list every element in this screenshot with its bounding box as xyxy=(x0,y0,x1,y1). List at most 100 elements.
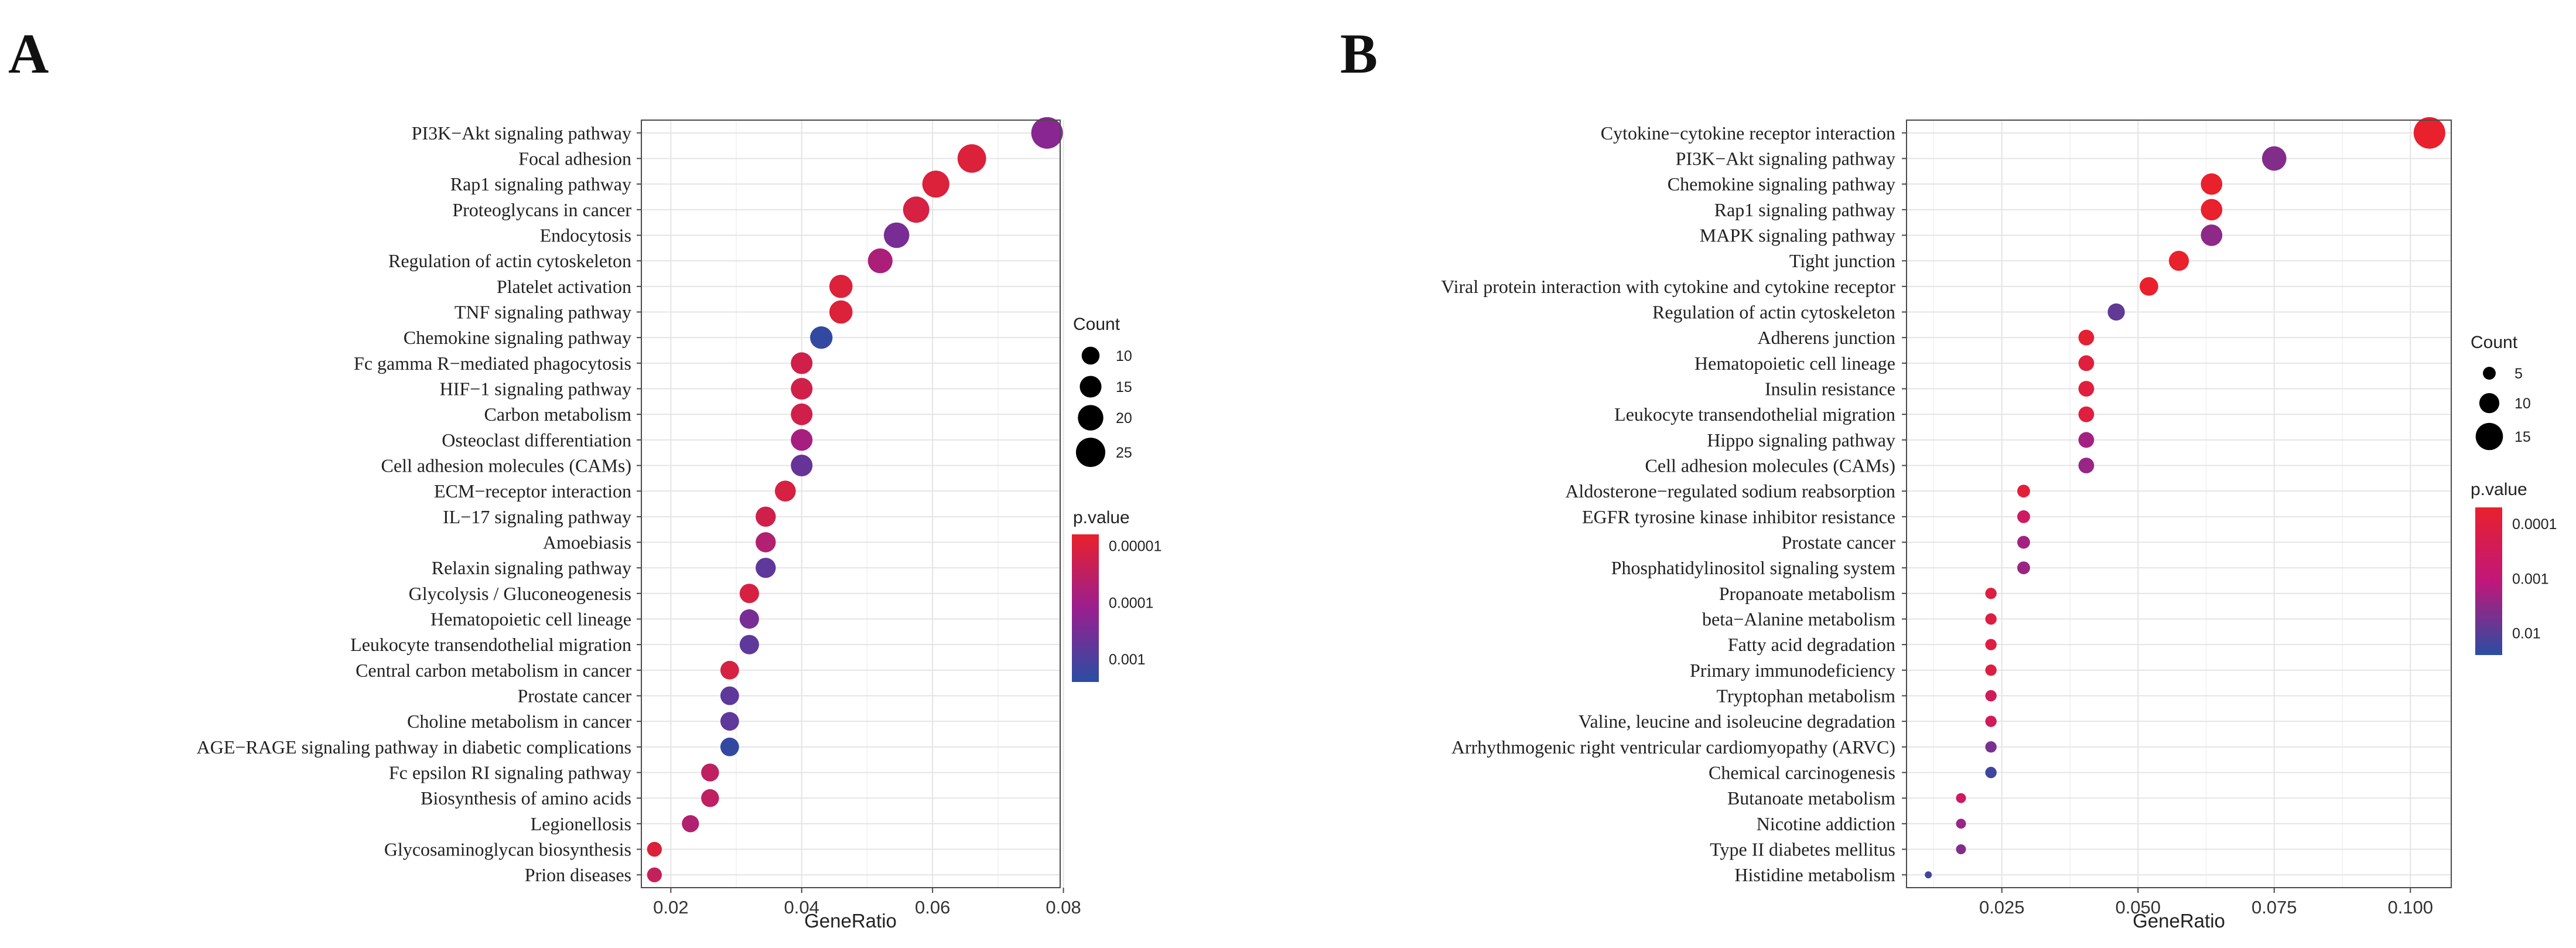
count-legend-dot xyxy=(1078,405,1103,431)
y-category-label: Chemokine signaling pathway xyxy=(404,327,631,348)
panel-b-x-axis-title: GeneRatio xyxy=(2133,910,2225,932)
count-legend-dot xyxy=(1081,346,1100,365)
data-point xyxy=(756,557,776,578)
data-point xyxy=(1956,819,1966,829)
data-point xyxy=(2017,561,2030,575)
y-category-label: Histidine metabolism xyxy=(1734,864,1895,885)
data-point xyxy=(791,429,813,451)
data-point xyxy=(810,326,833,349)
data-point xyxy=(2201,199,2223,221)
colorbar-label: 0.01 xyxy=(2512,626,2541,642)
data-point xyxy=(1985,613,1997,625)
data-point xyxy=(647,841,662,857)
data-point xyxy=(739,609,759,629)
y-category-label: Fc gamma R−mediated phagocytosis xyxy=(354,353,631,374)
count-legend-label: 15 xyxy=(2514,429,2531,445)
data-point xyxy=(739,584,759,603)
panel-b-pvalue-legend-title: p.value xyxy=(2471,480,2527,499)
count-legend-dot xyxy=(2479,393,2500,414)
y-category-label: Regulation of actin cytoskeleton xyxy=(1652,302,1895,323)
data-point xyxy=(791,352,813,374)
y-category-label: Valine, leucine and isoleucine degradati… xyxy=(1579,711,1895,732)
data-point xyxy=(2078,381,2095,397)
data-point xyxy=(2017,536,2030,549)
data-point xyxy=(829,275,853,298)
x-tick-label: 0.025 xyxy=(1979,897,2025,918)
data-point xyxy=(791,377,813,400)
count-legend-label: 15 xyxy=(1116,379,1132,395)
data-point xyxy=(647,867,662,882)
y-category-label: Prostate cancer xyxy=(517,686,631,707)
panel-letter-a: A xyxy=(8,22,49,85)
count-legend-dot xyxy=(2483,367,2496,380)
panel-a-plot-background xyxy=(641,120,1060,888)
data-point xyxy=(2413,117,2445,149)
y-category-label: Leukocyte transendothelial migration xyxy=(350,634,631,655)
y-category-label: Propanoate metabolism xyxy=(1719,583,1895,604)
y-category-label: Central carbon metabolism in cancer xyxy=(356,660,631,681)
x-tick-label: 0.02 xyxy=(653,897,688,918)
count-legend-label: 10 xyxy=(2514,395,2531,412)
y-category-label: Glycolysis / Gluconeogenesis xyxy=(409,583,631,604)
panel-b-colorbar xyxy=(2475,507,2502,655)
data-point xyxy=(2017,510,2030,523)
y-category-label: Amoebiasis xyxy=(543,532,631,553)
y-category-label: Glycosaminoglycan biosynthesis xyxy=(384,839,631,860)
y-category-label: Choline metabolism in cancer xyxy=(407,711,631,732)
colorbar-label: 0.00001 xyxy=(1109,538,1161,554)
data-point xyxy=(1985,588,1997,599)
y-category-label: Tryptophan metabolism xyxy=(1717,686,1896,707)
y-category-label: Osteoclast differentiation xyxy=(442,429,631,451)
y-category-label: Type II diabetes mellitus xyxy=(1710,839,1895,860)
y-category-label: Hippo signaling pathway xyxy=(1707,429,1895,451)
y-category-label: Aldosterone−regulated sodium reabsorptio… xyxy=(1565,480,1895,502)
count-legend-dot xyxy=(1079,376,1102,398)
colorbar-label: 0.0001 xyxy=(1109,595,1153,611)
y-category-label: PI3K−Akt signaling pathway xyxy=(1676,148,1895,169)
data-point xyxy=(774,480,796,502)
data-point xyxy=(883,222,910,248)
data-point xyxy=(2139,277,2158,296)
x-tick-label: 0.04 xyxy=(784,897,819,918)
data-point xyxy=(756,532,776,553)
data-point xyxy=(2078,355,2095,371)
y-category-label: Fc epsilon RI signaling pathway xyxy=(389,762,631,783)
x-tick-label: 0.075 xyxy=(2252,897,2297,918)
panel-b-colorbar-labels: 0.0001 0.001 0.01 xyxy=(2502,516,2557,642)
data-point xyxy=(2078,458,2095,473)
y-category-label: Adherens junction xyxy=(1758,327,1896,348)
y-category-label: ECM−receptor interaction xyxy=(434,480,631,502)
panel-b-x-ticks: 0.025 0.050 0.075 0.100 xyxy=(1979,888,2433,918)
y-category-label: Nicotine addiction xyxy=(1757,813,1895,834)
panel-a-points xyxy=(647,117,1063,882)
y-category-label: MAPK signaling pathway xyxy=(1700,225,1895,246)
y-category-label: Primary immunodeficiency xyxy=(1690,660,1895,681)
y-category-label: Hematopoietic cell lineage xyxy=(431,609,631,630)
data-point xyxy=(2078,406,2095,422)
data-point xyxy=(922,170,949,198)
y-category-label: Chemokine signaling pathway xyxy=(1668,173,1895,195)
data-point xyxy=(903,196,930,223)
y-category-label: Cell adhesion molecules (CAMs) xyxy=(1645,455,1895,476)
data-point xyxy=(2168,251,2189,271)
y-category-label: Insulin resistance xyxy=(1765,378,1895,400)
data-point xyxy=(1985,664,1997,676)
data-point xyxy=(739,635,759,654)
y-category-label: beta−Alanine metabolism xyxy=(1702,609,1895,630)
y-category-label: Regulation of actin cytoskeleton xyxy=(388,250,631,271)
data-point xyxy=(756,506,776,527)
data-point xyxy=(720,712,739,731)
data-point xyxy=(2201,173,2223,195)
data-point xyxy=(1985,639,1997,650)
count-legend-label: 25 xyxy=(1116,445,1132,461)
y-category-label: Arrhythmogenic right ventricular cardiom… xyxy=(1451,736,1895,758)
data-point xyxy=(720,660,739,680)
data-point xyxy=(2078,432,2095,448)
x-tick-label: 0.06 xyxy=(915,897,950,918)
y-category-label: Carbon metabolism xyxy=(484,404,631,425)
colorbar-label: 0.001 xyxy=(1109,652,1146,668)
y-category-label: Chemical carcinogenesis xyxy=(1709,762,1895,783)
data-point xyxy=(867,248,893,274)
y-category-label: Platelet activation xyxy=(497,276,631,297)
